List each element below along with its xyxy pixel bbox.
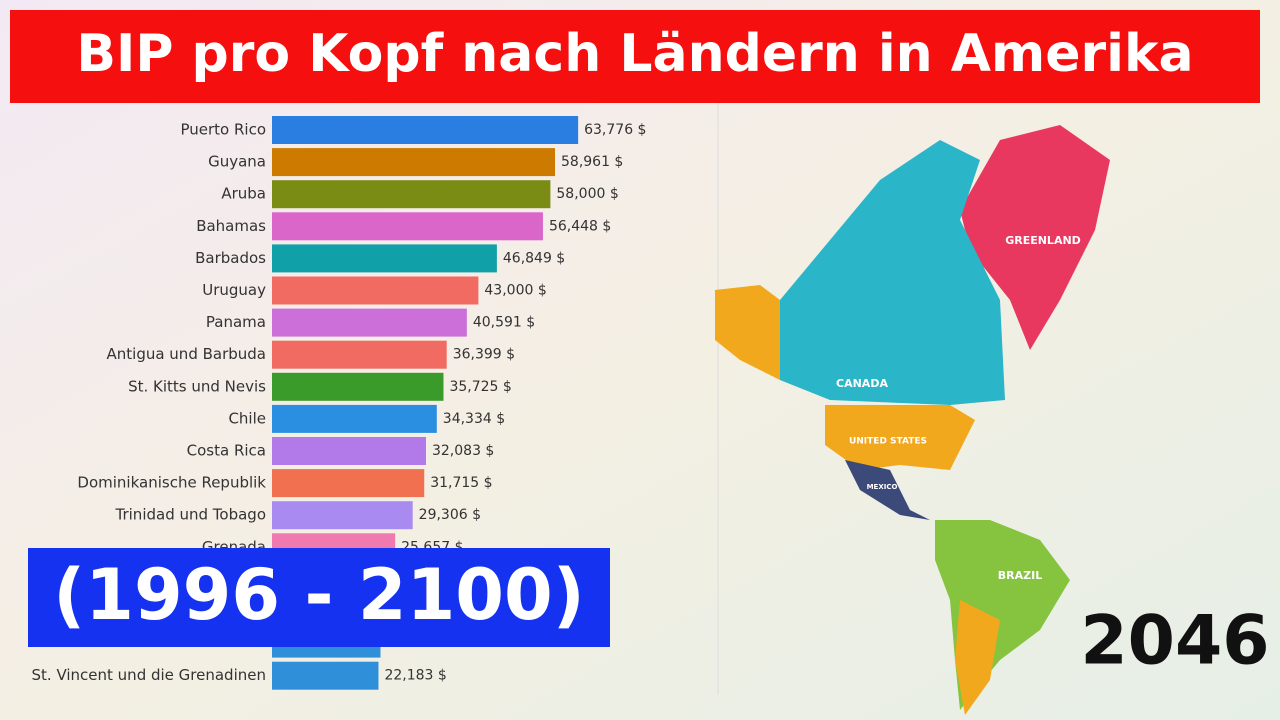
bar: [272, 180, 551, 209]
category-label: Uruguay: [202, 281, 266, 299]
map-label: MEXICO: [867, 483, 898, 491]
title-box: [10, 10, 1260, 103]
map: GREENLAND CANADA UNITED STATES MEXICO BR…: [715, 125, 1110, 715]
map-label: BRAZIL: [998, 569, 1042, 582]
map-label: GREENLAND: [1005, 234, 1081, 247]
bar: [272, 212, 543, 241]
value-label: 58,961 $: [561, 154, 623, 170]
bar: [272, 372, 444, 401]
bar: [272, 244, 497, 273]
category-label: Trinidad und Tobago: [115, 506, 266, 524]
bar: [272, 404, 437, 433]
value-label: 36,399 $: [453, 347, 515, 363]
chart-title: BIP pro Kopf nach Ländern in Amerika: [76, 24, 1193, 84]
value-label: 35,725 $: [449, 379, 511, 395]
value-label: 32,083 $: [432, 443, 494, 459]
category-label: Panama: [206, 313, 266, 331]
map-region: [780, 140, 1005, 405]
year-label: 2046: [1080, 602, 1269, 681]
value-label: 34,334 $: [443, 411, 505, 427]
value-label: 43,000 $: [484, 283, 546, 299]
value-label: 58,000 $: [556, 186, 618, 202]
value-label: 29,306 $: [419, 507, 481, 523]
value-label: 46,849 $: [503, 250, 565, 266]
category-label: Bahamas: [196, 217, 266, 235]
bar: [272, 340, 447, 369]
bar: [272, 501, 413, 530]
subtitle-box: [28, 548, 610, 647]
category-label: Puerto Rico: [180, 121, 266, 139]
map-label: UNITED STATES: [849, 437, 927, 447]
category-label: Guyana: [208, 153, 266, 171]
bar: [272, 308, 467, 337]
category-label: Barbados: [195, 249, 266, 267]
category-label: St. Kitts und Nevis: [128, 377, 266, 395]
map-region: [825, 405, 975, 470]
bar: [272, 437, 426, 465]
value-label: 31,715 $: [430, 475, 492, 491]
value-label: 22,183 $: [384, 668, 446, 684]
map-region: [955, 600, 1000, 715]
map-label: CANADA: [836, 377, 888, 390]
bar: [272, 469, 425, 498]
map-region: [960, 125, 1110, 350]
category-label: Costa Rica: [187, 442, 266, 460]
bar: [272, 116, 579, 144]
bar: [272, 661, 379, 690]
map-region: [715, 285, 780, 380]
bar: [272, 148, 556, 177]
category-label: Dominikanische Republik: [77, 474, 266, 492]
value-label: 63,776 $: [584, 122, 646, 138]
category-label: Aruba: [221, 185, 266, 203]
category-label: Antigua und Barbuda: [107, 345, 267, 363]
subtitle: (1996 - 2100): [53, 554, 584, 636]
map-region: [845, 460, 930, 520]
category-label: St. Vincent und die Grenadinen: [32, 666, 267, 684]
value-label: 40,591 $: [473, 315, 535, 331]
category-label: Chile: [228, 409, 266, 427]
bar: [272, 276, 479, 305]
value-label: 56,448 $: [549, 218, 611, 234]
